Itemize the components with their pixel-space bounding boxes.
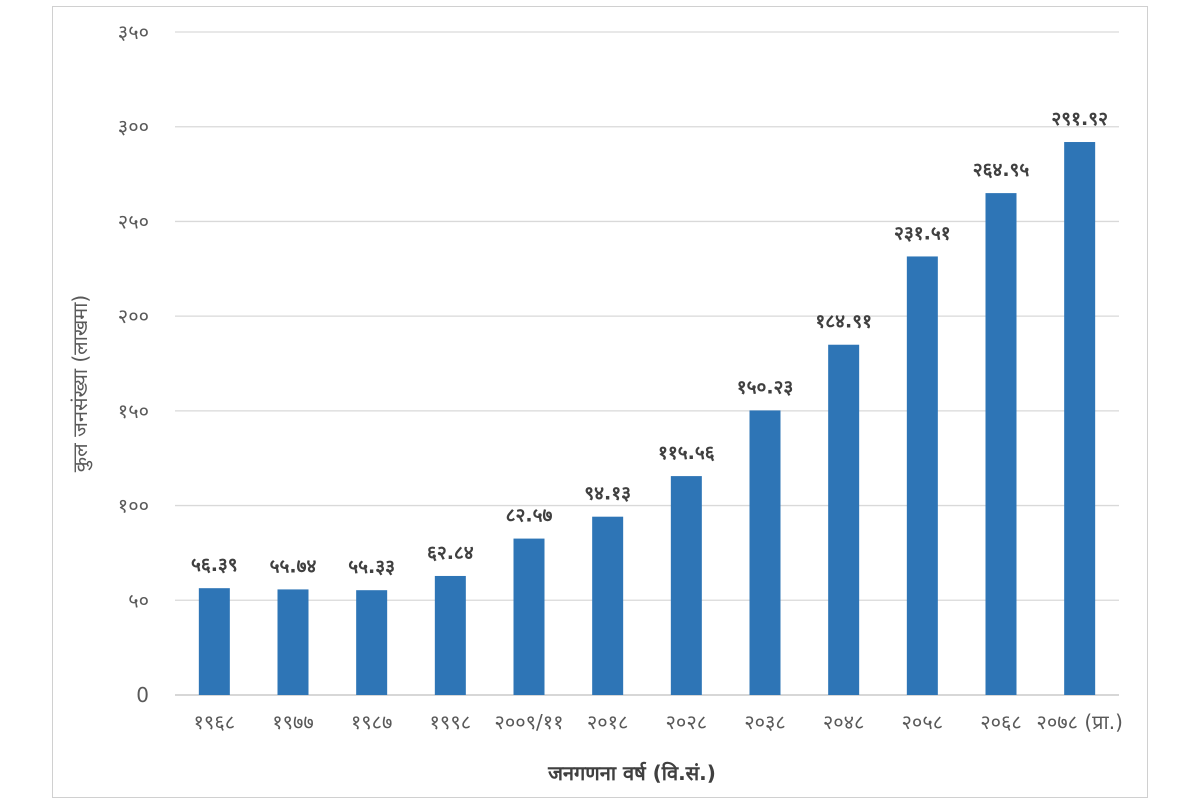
y-tick-label: ५० bbox=[128, 588, 149, 612]
bar bbox=[828, 344, 860, 695]
data-label: ५५.७४ bbox=[270, 555, 317, 577]
data-label: ६२.८४ bbox=[427, 542, 474, 564]
bar bbox=[198, 588, 230, 695]
bar bbox=[670, 476, 702, 695]
x-tick-label: २०६८ bbox=[980, 710, 1022, 734]
data-label: ८२.५७ bbox=[506, 505, 553, 527]
bar bbox=[434, 575, 466, 695]
y-tick-label: ३०० bbox=[118, 115, 149, 139]
data-label: २६४.९५ bbox=[973, 159, 1030, 181]
data-label: १५०.२३ bbox=[737, 376, 794, 398]
chart-frame: 0 ५० १०० १५० २०० २५० ३०० ३५० ५६.३९ ५५.७४ ५५.३३ ६२.… bbox=[52, 6, 1148, 798]
bar bbox=[749, 410, 781, 695]
x-tick-label: १९८७ bbox=[351, 710, 393, 734]
x-tick-label: २०३८ bbox=[744, 710, 786, 734]
x-tick-label: २०१८ bbox=[587, 710, 629, 734]
data-label: ५६.३९ bbox=[191, 554, 238, 576]
x-tick-label: १९९८ bbox=[430, 710, 472, 734]
data-labels: ५६.३९ ५५.७४ ५५.३३ ६२.८४ ८२.५७ ९४.१३ ११५.५६ १५०.… bbox=[191, 108, 1108, 578]
bar bbox=[592, 516, 624, 695]
bar bbox=[277, 589, 309, 695]
x-axis-ticks: १९६८ १९७७ १९८७ १९९८ २००९/११ २०१८ २०२८ २०३८ २०४८ २… bbox=[194, 710, 1123, 734]
x-tick-label: १९७७ bbox=[272, 710, 314, 734]
x-tick-label: २०७८ (प्रा.) bbox=[1036, 710, 1122, 734]
x-tick-label: १९६८ bbox=[194, 710, 236, 734]
bar bbox=[356, 590, 388, 695]
bars bbox=[198, 142, 1096, 695]
x-axis-title: जनगणना वर्ष (वि.सं.) bbox=[547, 761, 716, 785]
y-axis-title: कुल जनसंख्या (लाखमा) bbox=[68, 295, 93, 472]
data-label: ९४.१३ bbox=[584, 483, 631, 505]
x-tick-label: २०२८ bbox=[666, 710, 708, 734]
bar bbox=[513, 538, 545, 695]
y-tick-label: २५० bbox=[118, 209, 149, 233]
y-axis-ticks: 0 ५० १०० १५० २०० २५० ३०० ३५० bbox=[118, 20, 149, 707]
y-tick-label: १०० bbox=[118, 494, 149, 518]
bar-chart: 0 ५० १०० १५० २०० २५० ३०० ३५० ५६.३९ ५५.७४ ५५.३३ ६२.… bbox=[68, 20, 1123, 785]
y-tick-label: २०० bbox=[118, 304, 149, 328]
bar bbox=[985, 193, 1017, 695]
x-tick-label: २०५८ bbox=[902, 710, 944, 734]
data-label: ५५.३३ bbox=[348, 556, 395, 578]
y-tick-label: 0 bbox=[136, 683, 149, 707]
y-tick-label: ३५० bbox=[118, 20, 149, 44]
bar bbox=[1064, 142, 1096, 695]
x-tick-label: २०४८ bbox=[823, 710, 865, 734]
x-tick-label: २००९/११ bbox=[494, 710, 563, 734]
data-label: १८४.९१ bbox=[815, 311, 872, 333]
data-label: २९१.९२ bbox=[1051, 108, 1108, 130]
gridlines bbox=[175, 31, 1119, 696]
data-label: २३१.५१ bbox=[894, 222, 951, 244]
y-tick-label: १५० bbox=[118, 399, 149, 423]
data-label: ११५.५६ bbox=[658, 442, 715, 464]
bar bbox=[906, 256, 938, 695]
